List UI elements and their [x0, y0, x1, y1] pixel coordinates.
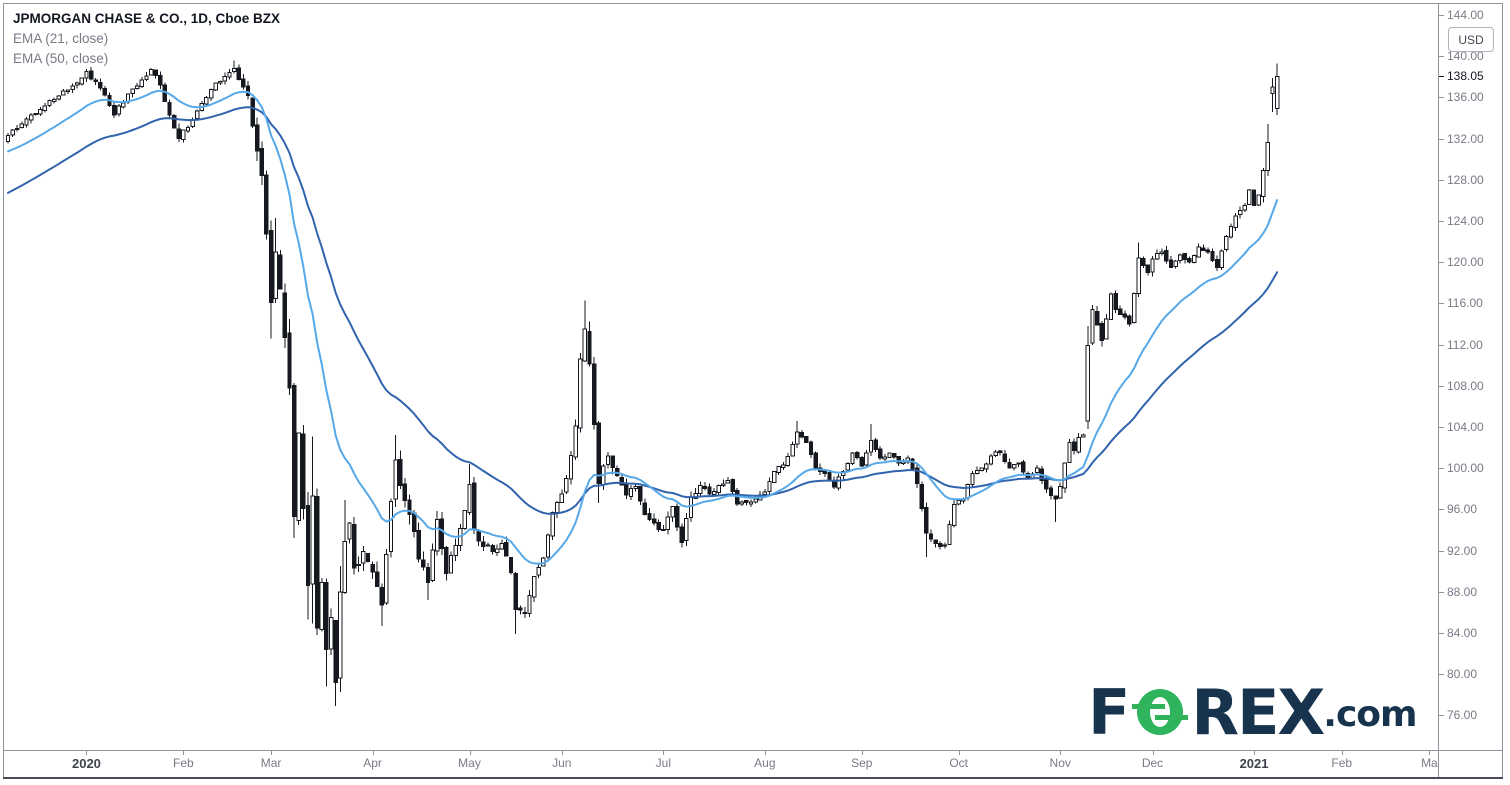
price-tick-label: 80.00: [1447, 667, 1478, 682]
time-tick: [1060, 751, 1062, 755]
price-tick: [1439, 221, 1444, 222]
symbol-title[interactable]: JPMORGAN CHASE & CO., 1D, Cboe BZX: [13, 11, 281, 26]
price-tick-label: 144.00: [1447, 8, 1484, 22]
chart-legend: JPMORGAN CHASE & CO., 1D, Cboe BZX EMA (…: [13, 9, 280, 69]
price-tick: [1439, 674, 1444, 676]
price-tick: [1439, 262, 1444, 264]
chart-border-top: [3, 3, 1503, 4]
time-month-label: Aug: [754, 756, 776, 770]
price-tick: [1439, 344, 1444, 346]
time-tick: [764, 751, 766, 755]
indicator-ema21-label[interactable]: EMA (21, close): [13, 31, 109, 46]
ema-50-line: [7, 106, 1279, 515]
time-month-label: Mar: [260, 756, 282, 770]
price-tick-label: 96.00: [1447, 502, 1478, 517]
last-price-tick: [1439, 76, 1444, 78]
price-axis[interactable]: USD 144.00 140.00 136.00 132.00 128.00 124.00…: [1439, 4, 1502, 750]
candlestick-chart[interactable]: [4, 4, 1438, 750]
indicator-ema50-label[interactable]: EMA (50, close): [13, 51, 109, 66]
forex-logo: F REX .com: [1088, 676, 1418, 749]
price-tick-label: 116.00: [1447, 296, 1483, 311]
price-tick: [1439, 56, 1444, 58]
price-tick: [1439, 385, 1444, 387]
price-tick: [1439, 138, 1444, 140]
price-tick-label: 120.00: [1447, 255, 1484, 270]
time-tick: [1254, 751, 1256, 755]
candles-series: [5, 60, 1280, 707]
price-tick-label: 136.00: [1447, 90, 1484, 105]
time-year-label: 2020: [71, 756, 101, 771]
ema-21-line: [7, 89, 1279, 565]
forex-logo-coin-icon: [1132, 689, 1189, 735]
price-tick: [1439, 509, 1444, 511]
time-month-label: Sep: [851, 756, 873, 770]
price-tick: [1439, 179, 1444, 181]
time-axis[interactable]: 2020 Feb Mar Apr May Jun Jul Aug Sep Oct Nov Dec 202…: [4, 751, 1502, 777]
time-tick: [271, 751, 273, 755]
forex-logo-com: .com: [1323, 694, 1417, 735]
time-tick: [861, 751, 863, 755]
price-tick-label: 84.00: [1447, 626, 1478, 640]
forex-logo-rex: REX: [1191, 676, 1325, 749]
price-tick-label: 112.00: [1447, 337, 1483, 352]
time-month-label: Feb: [173, 756, 194, 770]
time-month-label: Jun: [552, 756, 572, 770]
price-tick-label: 76.00: [1447, 708, 1478, 723]
time-tick: [1341, 751, 1343, 755]
price-tick: [1439, 15, 1444, 16]
price-tick-label: 104.00: [1447, 420, 1484, 434]
chart-border-bottom: [3, 777, 1503, 779]
time-tick: [469, 751, 471, 755]
time-tick: [183, 751, 185, 755]
time-tick: [1429, 751, 1431, 755]
price-tick-label: 100.00: [1447, 461, 1484, 476]
forex-logo-f: F: [1088, 676, 1130, 749]
price-tick: [1439, 427, 1444, 428]
price-tick: [1439, 715, 1444, 717]
chart-border-right: [1502, 3, 1503, 778]
currency-badge[interactable]: USD: [1448, 27, 1494, 52]
time-month-label: Oct: [949, 756, 969, 770]
time-tick: [86, 751, 88, 755]
price-tick-label: 132.00: [1447, 131, 1484, 146]
time-tick: [1152, 751, 1154, 755]
time-month-label: May: [458, 756, 481, 770]
time-month-label: Feb: [1331, 756, 1353, 770]
price-tick-label: 140.00: [1447, 49, 1484, 64]
price-tick-label: 88.00: [1447, 584, 1478, 599]
time-tick: [958, 751, 960, 755]
time-month-label: Apr: [363, 756, 382, 770]
price-tick-label: 108.00: [1447, 378, 1484, 393]
price-tick: [1439, 468, 1444, 470]
price-tick: [1439, 97, 1444, 99]
last-price-label: 138.05: [1447, 69, 1484, 84]
price-tick-label: 92.00: [1447, 543, 1478, 558]
price-axis-separator: [1438, 3, 1439, 778]
time-year-label: 2021: [1239, 756, 1269, 771]
time-tick: [561, 751, 563, 755]
time-month-label: Jul: [655, 756, 671, 770]
price-tick: [1439, 550, 1444, 552]
price-tick: [1439, 303, 1444, 305]
time-month-label: Ma: [1421, 756, 1438, 770]
time-month-label: Nov: [1049, 756, 1071, 770]
price-tick: [1439, 633, 1444, 634]
chart-border-left: [3, 3, 4, 778]
price-tick-label: 128.00: [1447, 172, 1484, 187]
time-tick: [663, 751, 665, 755]
time-tick: [372, 751, 374, 755]
price-tick: [1439, 591, 1444, 593]
time-axis-separator: [3, 750, 1503, 751]
price-tick-label: 124.00: [1447, 214, 1484, 228]
time-month-label: Dec: [1141, 756, 1164, 770]
